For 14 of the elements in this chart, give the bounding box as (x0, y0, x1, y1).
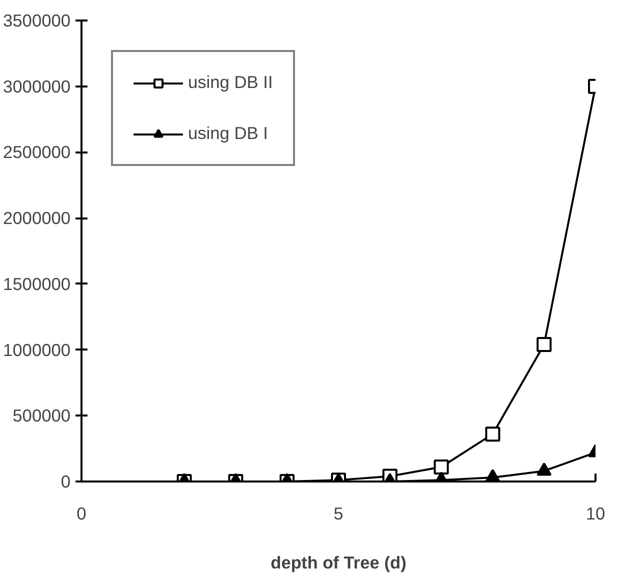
x-tick-label: 0 (76, 504, 86, 524)
legend-label: using DB I (188, 123, 268, 144)
x-tick-label: 10 (586, 504, 606, 524)
y-tick-label: 3500000 (3, 10, 71, 30)
y-tick-label: 2500000 (3, 142, 71, 162)
legend-label: using DB II (188, 72, 273, 93)
y-tick-label: 1000000 (3, 340, 71, 360)
y-tick-label: 2000000 (3, 208, 71, 228)
y-tick-label: 3000000 (3, 76, 71, 96)
y-tick-label: 500000 (12, 406, 71, 426)
y-tick-label: 0 (60, 472, 71, 492)
x-axis-title: depth of Tree (d) (270, 552, 406, 572)
x-tick-label: 5 (334, 504, 344, 524)
y-tick-label: 1500000 (3, 274, 71, 294)
